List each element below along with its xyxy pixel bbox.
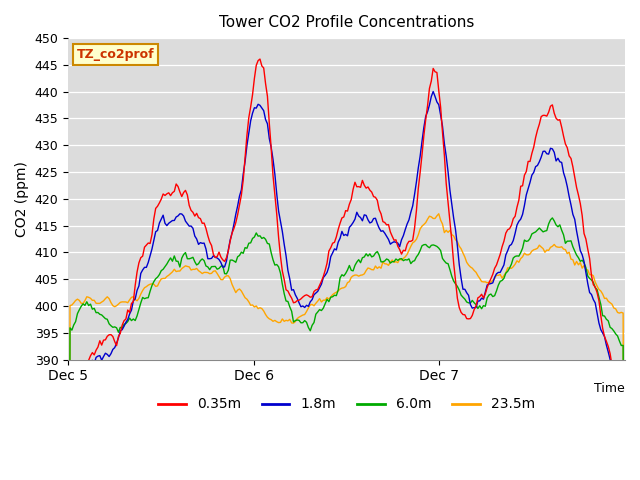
0.35m xyxy=(66,382,74,388)
23.5m xyxy=(66,303,74,309)
6.0m xyxy=(571,248,579,254)
1.8m xyxy=(536,159,543,165)
23.5m xyxy=(396,256,403,262)
23.5m xyxy=(571,262,579,268)
Line: 1.8m: 1.8m xyxy=(68,92,625,480)
23.5m xyxy=(405,248,413,253)
Line: 23.5m: 23.5m xyxy=(68,214,625,480)
1.8m xyxy=(396,244,403,250)
Line: 6.0m: 6.0m xyxy=(68,218,625,480)
23.5m xyxy=(536,242,543,248)
0.35m xyxy=(571,174,579,180)
6.0m xyxy=(534,227,541,233)
6.0m xyxy=(548,215,556,221)
6.0m xyxy=(396,256,403,262)
1.8m xyxy=(394,240,402,246)
0.35m xyxy=(396,247,403,252)
6.0m xyxy=(394,258,402,264)
Text: Time: Time xyxy=(595,382,625,395)
1.8m xyxy=(429,89,437,95)
23.5m xyxy=(435,211,443,216)
1.8m xyxy=(66,373,74,379)
0.35m xyxy=(536,121,543,127)
Y-axis label: CO2 (ppm): CO2 (ppm) xyxy=(15,161,29,237)
6.0m xyxy=(405,256,413,262)
Legend: 0.35m, 1.8m, 6.0m, 23.5m: 0.35m, 1.8m, 6.0m, 23.5m xyxy=(152,392,541,417)
1.8m xyxy=(405,217,413,223)
6.0m xyxy=(66,325,74,331)
1.8m xyxy=(571,216,579,222)
Text: TZ_co2prof: TZ_co2prof xyxy=(77,48,154,61)
Line: 0.35m: 0.35m xyxy=(68,59,625,480)
0.35m xyxy=(256,56,264,62)
0.35m xyxy=(397,251,405,257)
23.5m xyxy=(394,260,402,265)
Title: Tower CO2 Profile Concentrations: Tower CO2 Profile Concentrations xyxy=(219,15,474,30)
0.35m xyxy=(407,239,415,244)
